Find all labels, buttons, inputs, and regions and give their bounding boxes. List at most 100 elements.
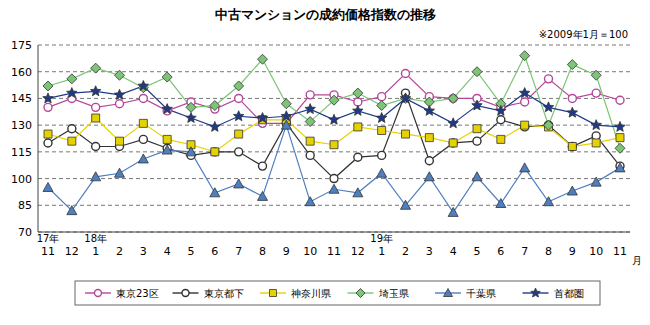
point <box>305 117 315 127</box>
point <box>377 168 387 177</box>
point <box>67 206 77 215</box>
grid-line <box>38 232 630 233</box>
point <box>258 54 268 64</box>
point <box>353 88 363 98</box>
point <box>424 105 434 115</box>
point <box>496 105 506 115</box>
point <box>544 120 554 130</box>
legend-label: 埼玉県 <box>378 288 409 299</box>
x-axis <box>38 232 630 233</box>
x-axis-label: 月 <box>632 255 642 266</box>
legend: 東京23区東京都下神奈川県埼玉県千葉県首都圏 <box>75 281 600 305</box>
series-line <box>48 125 620 212</box>
x-tick-label: 12 <box>65 245 79 258</box>
point <box>90 86 100 96</box>
grid-line <box>38 45 630 46</box>
point <box>520 163 530 172</box>
point <box>92 143 100 151</box>
point <box>281 111 291 121</box>
point <box>306 91 314 99</box>
point <box>567 60 577 70</box>
series-line <box>48 118 620 152</box>
point <box>257 113 267 123</box>
x-tick-label: 12 <box>351 245 365 258</box>
point <box>353 188 363 197</box>
point <box>258 191 268 200</box>
year-label: 17年 <box>37 233 60 244</box>
legend-label: 東京都下 <box>204 288 244 299</box>
point <box>329 184 339 193</box>
legend-marker <box>444 289 453 297</box>
legend-label: 千葉県 <box>466 288 496 299</box>
point <box>568 143 576 151</box>
point <box>44 139 52 147</box>
point <box>186 113 196 123</box>
point <box>567 107 577 117</box>
point <box>354 123 362 131</box>
point <box>68 137 76 145</box>
point <box>473 125 481 133</box>
x-tick-label: 1 <box>378 245 385 258</box>
point <box>568 94 576 102</box>
x-tick-label: 7 <box>521 245 528 258</box>
point <box>376 113 386 123</box>
title: 中古マンションの成約価格指数の推移 <box>215 7 436 22</box>
point <box>448 93 458 103</box>
x-tick-label: 3 <box>140 245 147 258</box>
point <box>162 72 172 82</box>
point <box>210 121 220 131</box>
point <box>519 88 529 98</box>
point <box>43 81 53 91</box>
point <box>305 197 315 206</box>
grid-line <box>38 205 630 206</box>
point <box>211 148 219 156</box>
y-axis <box>38 45 39 232</box>
point <box>378 126 386 134</box>
grid-line <box>38 71 630 72</box>
point <box>378 93 386 101</box>
plot-area <box>43 51 625 217</box>
legend-marker <box>95 290 102 297</box>
point <box>545 75 553 83</box>
point <box>138 80 148 90</box>
legend-box <box>75 281 600 305</box>
point <box>424 172 434 181</box>
point <box>616 134 624 142</box>
point <box>330 175 338 183</box>
point <box>401 93 411 103</box>
y-tick-label: 115 <box>11 146 32 159</box>
y-tick-label: 160 <box>11 66 32 79</box>
point <box>425 157 433 165</box>
point <box>520 51 530 61</box>
point <box>163 135 171 143</box>
point <box>401 200 411 209</box>
point <box>448 207 458 216</box>
point <box>591 120 601 130</box>
point <box>235 130 243 138</box>
y-tick-label: 70 <box>18 226 32 239</box>
point <box>521 98 529 106</box>
chart: 中古マンションの成約価格指数の推移※2009年1月＝10070851001151… <box>0 0 650 325</box>
point <box>472 100 482 110</box>
point <box>354 153 362 161</box>
subtitle: ※2009年1月＝100 <box>539 29 628 40</box>
year-label: 19年 <box>370 233 393 244</box>
point <box>114 89 124 99</box>
grid-line <box>38 151 630 152</box>
point <box>521 121 529 129</box>
point <box>329 95 339 105</box>
point <box>162 145 172 154</box>
point <box>378 151 386 159</box>
point <box>186 102 196 112</box>
point <box>92 103 100 111</box>
point <box>448 118 458 128</box>
point <box>91 63 101 73</box>
point <box>449 94 457 102</box>
point <box>44 103 52 111</box>
point <box>68 125 76 133</box>
point <box>43 182 53 191</box>
point <box>377 101 387 111</box>
legend-label: 首都圏 <box>554 288 584 299</box>
point <box>497 116 505 124</box>
y-tick-label: 130 <box>11 119 32 132</box>
